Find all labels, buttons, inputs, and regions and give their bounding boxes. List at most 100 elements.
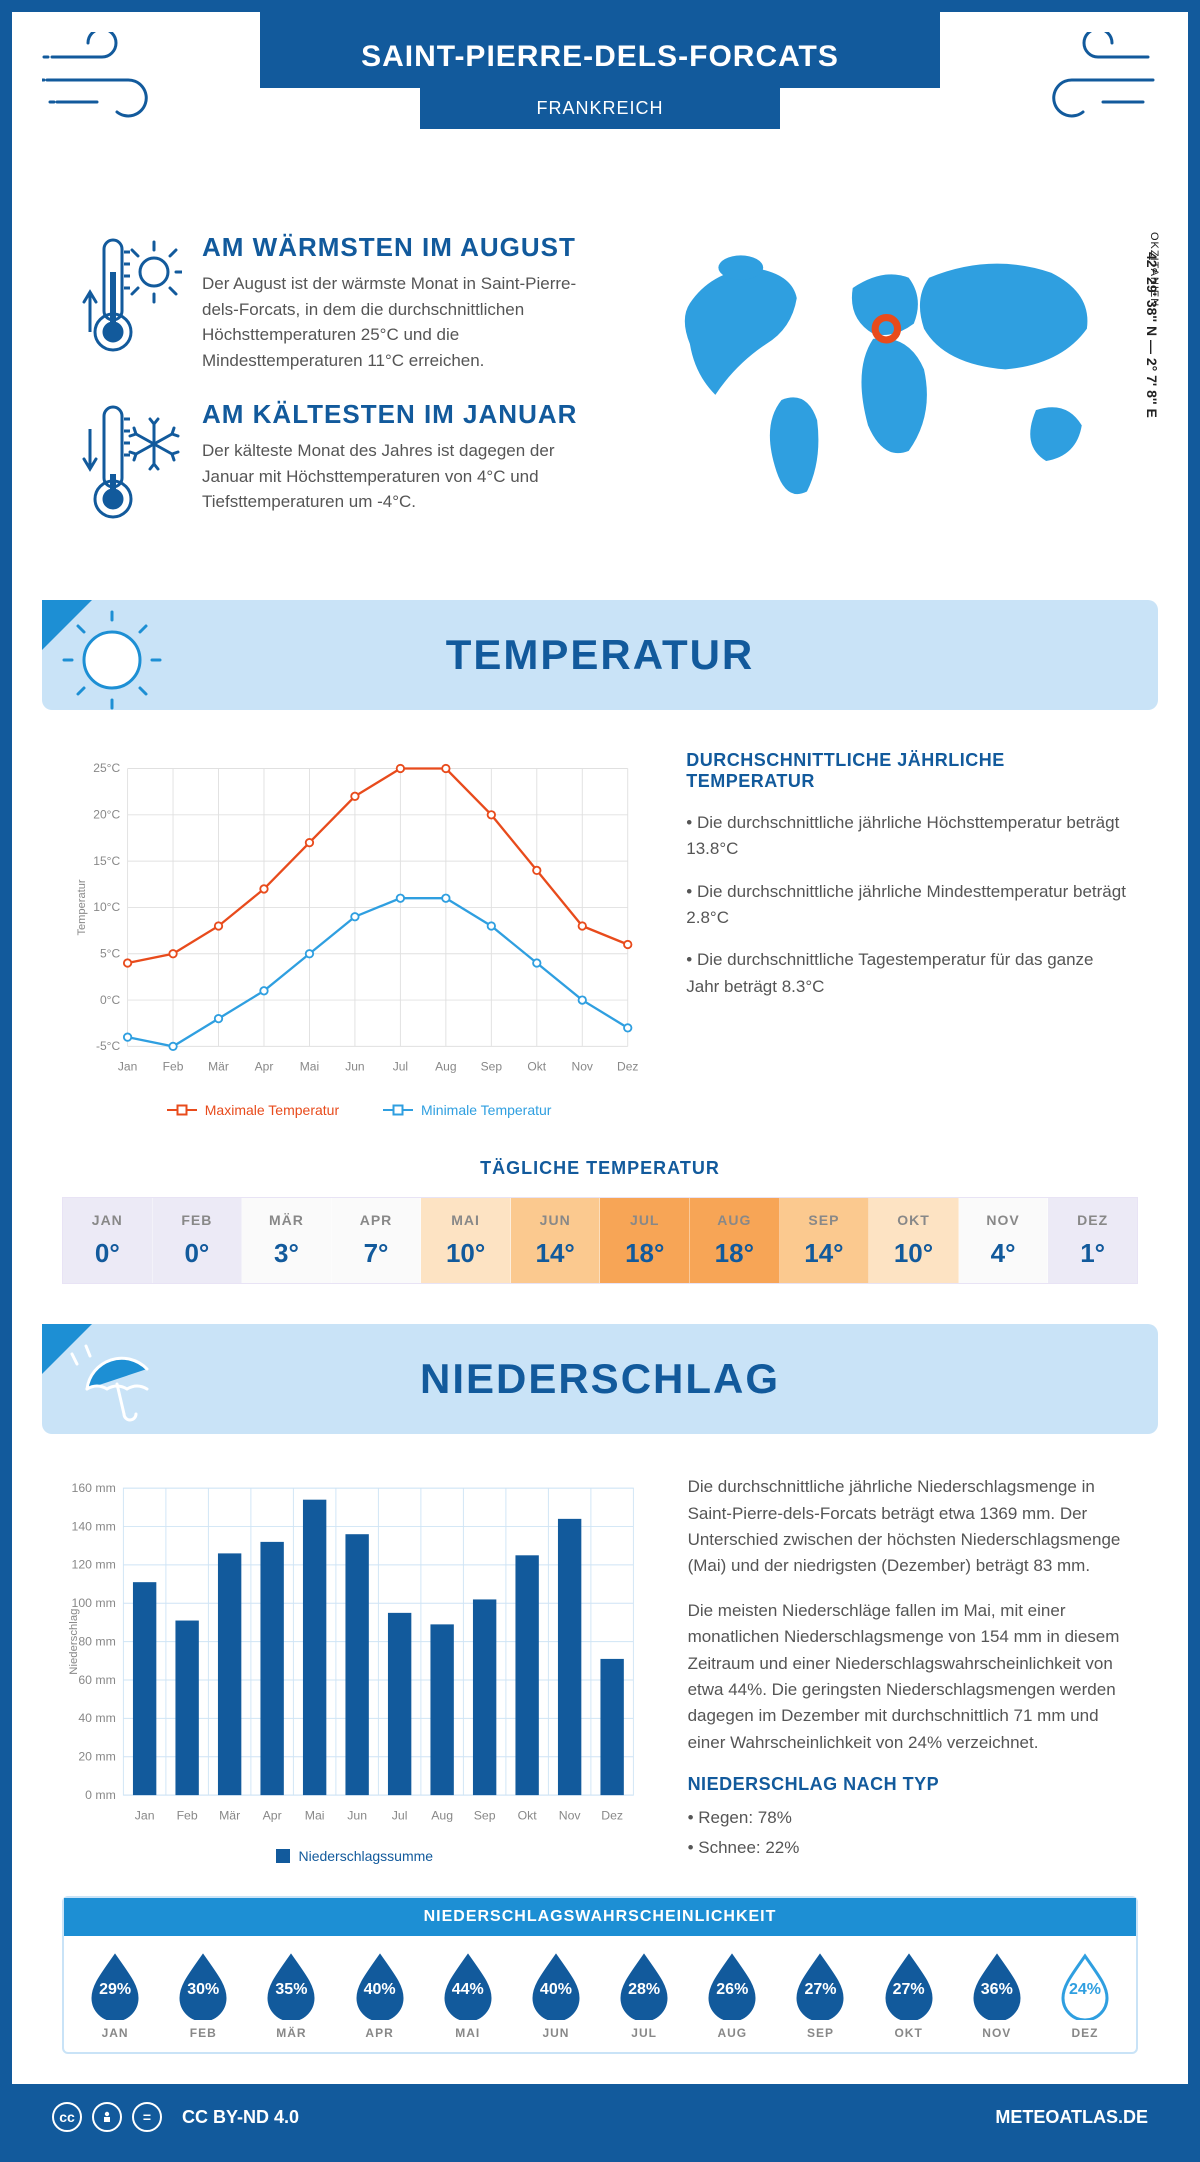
probability-month: SEP: [779, 2026, 861, 2040]
wind-icon: [42, 32, 182, 132]
thermometer-hot-icon: [72, 232, 182, 373]
svg-text:120 mm: 120 mm: [72, 1558, 116, 1572]
daily-value: 3°: [242, 1238, 331, 1269]
svg-text:Jan: Jan: [118, 1059, 137, 1073]
header: SAINT-PIERRE-DELS-FORCATS FRANKREICH: [12, 12, 1188, 212]
svg-text:Sep: Sep: [481, 1059, 503, 1073]
svg-text:Feb: Feb: [163, 1059, 184, 1073]
probability-value: 24%: [1069, 1981, 1101, 1999]
svg-text:Nov: Nov: [572, 1059, 593, 1073]
warmest-block: AM WÄRMSTEN IM AUGUST Der August ist der…: [72, 232, 609, 373]
probability-cell: 44% MAI: [427, 1952, 509, 2040]
daily-cell: JUN14°: [511, 1198, 601, 1283]
drop-icon: 44%: [440, 1952, 496, 2020]
probability-value: 44%: [452, 1981, 484, 1999]
precip-type-bullet: • Regen: 78%: [688, 1805, 1138, 1831]
precip-type-bullet: • Schnee: 22%: [688, 1835, 1138, 1861]
page-title: SAINT-PIERRE-DELS-FORCATS: [280, 40, 920, 74]
probability-cell: 27% SEP: [779, 1952, 861, 2040]
probability-month: DEZ: [1044, 2026, 1126, 2040]
drop-icon: 35%: [263, 1952, 319, 2020]
drop-icon: 27%: [792, 1952, 848, 2020]
svg-text:Feb: Feb: [177, 1809, 198, 1823]
svg-text:80 mm: 80 mm: [78, 1635, 116, 1649]
daily-cell: MAI 10°: [421, 1198, 511, 1283]
temp-bullet: • Die durchschnittliche Tagestemperatur …: [686, 947, 1128, 1000]
svg-text:Jan: Jan: [135, 1809, 155, 1823]
svg-text:60 mm: 60 mm: [78, 1673, 116, 1687]
legend-min: Minimale Temperatur: [421, 1102, 551, 1118]
precip-title: NIEDERSCHLAG: [42, 1355, 1158, 1403]
nd-icon: =: [132, 2102, 162, 2132]
probability-value: 35%: [275, 1981, 307, 1999]
daily-value: 14°: [511, 1238, 600, 1269]
daily-value: 0°: [153, 1238, 242, 1269]
coldest-block: AM KÄLTESTEN IM JANUAR Der kälteste Mona…: [72, 399, 609, 534]
svg-text:25°C: 25°C: [93, 761, 120, 775]
svg-text:Jul: Jul: [392, 1809, 408, 1823]
probability-value: 27%: [893, 1981, 925, 1999]
svg-text:Jun: Jun: [345, 1059, 364, 1073]
coordinates: 42° 29' 38'' N — 2° 7' 8'' E: [1144, 252, 1160, 418]
daily-month: FEB: [153, 1212, 242, 1228]
probability-value: 40%: [364, 1981, 396, 1999]
legend-max: Maximale Temperatur: [205, 1102, 339, 1118]
probability-month: FEB: [162, 2026, 244, 2040]
svg-text:20 mm: 20 mm: [78, 1750, 116, 1764]
probability-month: AUG: [691, 2026, 773, 2040]
daily-value: 4°: [959, 1238, 1048, 1269]
country-banner: FRANKREICH: [420, 88, 780, 129]
warmest-heading: AM WÄRMSTEN IM AUGUST: [202, 232, 609, 263]
precip-legend: Niederschlagssumme: [62, 1848, 648, 1866]
svg-text:Aug: Aug: [431, 1809, 453, 1823]
summary-row: AM WÄRMSTEN IM AUGUST Der August ist der…: [12, 212, 1188, 590]
probability-month: MAI: [427, 2026, 509, 2040]
svg-text:100 mm: 100 mm: [72, 1596, 116, 1610]
precip-probability-box: NIEDERSCHLAGSWAHRSCHEINLICHKEIT 29% JAN …: [62, 1896, 1138, 2054]
svg-text:Mai: Mai: [305, 1809, 325, 1823]
daily-month: DEZ: [1048, 1212, 1137, 1228]
daily-cell: APR7°: [332, 1198, 422, 1283]
daily-month: MAI: [421, 1212, 510, 1228]
drop-icon: 40%: [352, 1952, 408, 2020]
svg-text:Okt: Okt: [527, 1059, 546, 1073]
probability-cell: 27% OKT: [868, 1952, 950, 2040]
svg-text:Apr: Apr: [255, 1059, 274, 1073]
daily-value: 7°: [332, 1238, 421, 1269]
svg-text:Jun: Jun: [347, 1809, 367, 1823]
world-map: OKZITANIEN 42° 29' 38'' N — 2° 7' 8'' E: [639, 232, 1128, 560]
daily-cell: JAN0°: [63, 1198, 153, 1283]
probability-month: NOV: [956, 2026, 1038, 2040]
svg-text:Sep: Sep: [474, 1809, 496, 1823]
daily-month: JUL: [600, 1212, 689, 1228]
svg-text:140 mm: 140 mm: [72, 1520, 116, 1534]
daily-value: 18°: [690, 1238, 779, 1269]
probability-value: 36%: [981, 1981, 1013, 1999]
daily-value: 10°: [869, 1238, 958, 1269]
precip-info: Die durchschnittliche jährliche Niedersc…: [688, 1474, 1138, 1866]
probability-value: 28%: [628, 1981, 660, 1999]
temp-bullet: • Die durchschnittliche jährliche Mindes…: [686, 879, 1128, 932]
daily-month: SEP: [780, 1212, 869, 1228]
by-icon: [92, 2102, 122, 2132]
daily-cell: FEB 0°: [153, 1198, 243, 1283]
drop-icon: 24%: [1057, 1952, 1113, 2020]
precip-paragraph: Die meisten Niederschläge fallen im Mai,…: [688, 1598, 1138, 1756]
probability-value: 26%: [716, 1981, 748, 1999]
svg-text:10°C: 10°C: [93, 900, 120, 914]
daily-value: 10°: [421, 1238, 510, 1269]
daily-month: MÄR: [242, 1212, 331, 1228]
probability-month: APR: [339, 2026, 421, 2040]
svg-text:-5°C: -5°C: [96, 1039, 121, 1053]
temperature-legend: Maximale Temperatur Minimale Temperatur: [72, 1098, 646, 1118]
svg-text:Dez: Dez: [601, 1809, 623, 1823]
precip-paragraph: Die durchschnittliche jährliche Niedersc…: [688, 1474, 1138, 1579]
footer: cc = CC BY-ND 4.0 METEOATLAS.DE: [12, 2084, 1188, 2150]
daily-month: OKT: [869, 1212, 958, 1228]
temperature-title: TEMPERATUR: [42, 631, 1158, 679]
daily-temp-title: TÄGLICHE TEMPERATUR: [12, 1158, 1188, 1179]
svg-text:5°C: 5°C: [100, 946, 121, 960]
svg-text:Dez: Dez: [617, 1059, 638, 1073]
probability-cell: 29% JAN: [74, 1952, 156, 2040]
temp-info-heading: DURCHSCHNITTLICHE JÄHRLICHE TEMPERATUR: [686, 750, 1128, 792]
